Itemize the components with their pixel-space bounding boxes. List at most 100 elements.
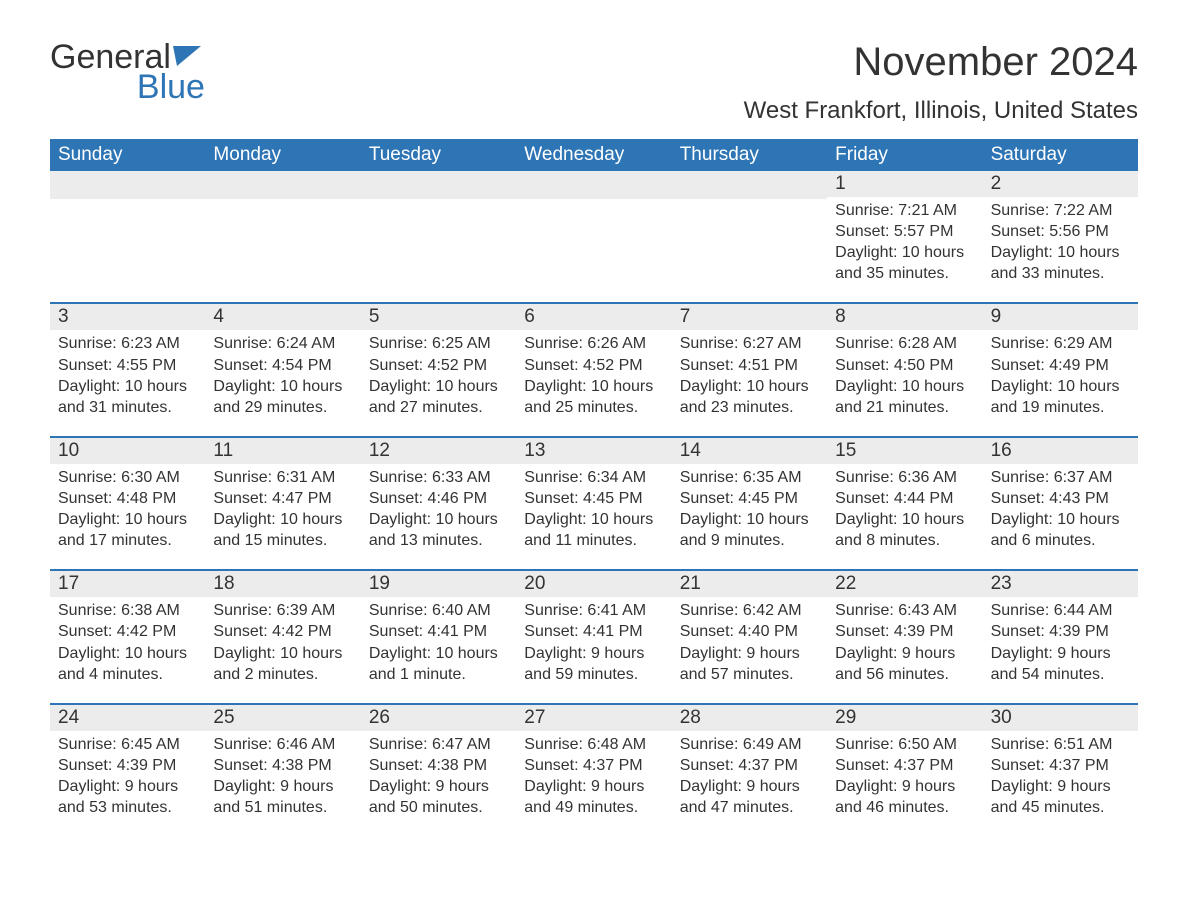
day-details: Sunrise: 6:29 AMSunset: 4:49 PMDaylight:… <box>983 330 1138 423</box>
day-cell: 9Sunrise: 6:29 AMSunset: 4:49 PMDaylight… <box>983 304 1138 423</box>
sunset-text: Sunset: 4:52 PM <box>524 355 663 376</box>
weekday-header-row: Sunday Monday Tuesday Wednesday Thursday… <box>50 139 1138 171</box>
sunrise-text: Sunrise: 6:35 AM <box>680 467 819 488</box>
sunset-text: Sunset: 4:43 PM <box>991 488 1130 509</box>
sunset-text: Sunset: 4:39 PM <box>991 621 1130 642</box>
sunrise-text: Sunrise: 6:36 AM <box>835 467 974 488</box>
sunrise-text: Sunrise: 6:44 AM <box>991 600 1130 621</box>
day-details: Sunrise: 6:26 AMSunset: 4:52 PMDaylight:… <box>516 330 671 423</box>
daylight-text: Daylight: 10 hours and 29 minutes. <box>213 376 352 418</box>
day-cell: 17Sunrise: 6:38 AMSunset: 4:42 PMDayligh… <box>50 571 205 690</box>
day-cell: 22Sunrise: 6:43 AMSunset: 4:39 PMDayligh… <box>827 571 982 690</box>
sunrise-text: Sunrise: 6:42 AM <box>680 600 819 621</box>
sunrise-text: Sunrise: 6:29 AM <box>991 333 1130 354</box>
sunrise-text: Sunrise: 6:38 AM <box>58 600 197 621</box>
day-cell: 23Sunrise: 6:44 AMSunset: 4:39 PMDayligh… <box>983 571 1138 690</box>
daylight-text: Daylight: 9 hours and 57 minutes. <box>680 643 819 685</box>
day-details: Sunrise: 6:50 AMSunset: 4:37 PMDaylight:… <box>827 731 982 824</box>
day-details: Sunrise: 6:46 AMSunset: 4:38 PMDaylight:… <box>205 731 360 824</box>
weekday-header: Monday <box>205 139 360 171</box>
sunrise-text: Sunrise: 6:26 AM <box>524 333 663 354</box>
day-number: 11 <box>205 438 360 464</box>
day-number: 13 <box>516 438 671 464</box>
week-row: 24Sunrise: 6:45 AMSunset: 4:39 PMDayligh… <box>50 703 1138 824</box>
day-cell: 6Sunrise: 6:26 AMSunset: 4:52 PMDaylight… <box>516 304 671 423</box>
sunset-text: Sunset: 4:37 PM <box>680 755 819 776</box>
sunrise-text: Sunrise: 6:48 AM <box>524 734 663 755</box>
daylight-text: Daylight: 10 hours and 15 minutes. <box>213 509 352 551</box>
sunset-text: Sunset: 4:44 PM <box>835 488 974 509</box>
day-cell: 5Sunrise: 6:25 AMSunset: 4:52 PMDaylight… <box>361 304 516 423</box>
day-details: Sunrise: 7:22 AMSunset: 5:56 PMDaylight:… <box>983 197 1138 290</box>
week-row: 1Sunrise: 7:21 AMSunset: 5:57 PMDaylight… <box>50 171 1138 290</box>
sunset-text: Sunset: 4:55 PM <box>58 355 197 376</box>
sunset-text: Sunset: 4:37 PM <box>991 755 1130 776</box>
day-cell: 12Sunrise: 6:33 AMSunset: 4:46 PMDayligh… <box>361 438 516 557</box>
day-cell <box>50 171 205 290</box>
sunset-text: Sunset: 5:56 PM <box>991 221 1130 242</box>
day-cell: 1Sunrise: 7:21 AMSunset: 5:57 PMDaylight… <box>827 171 982 290</box>
sunrise-text: Sunrise: 6:23 AM <box>58 333 197 354</box>
day-cell: 15 Sunrise: 6:36 AMSunset: 4:44 PMDayligh… <box>827 438 982 557</box>
day-number: 14 <box>672 438 827 464</box>
daylight-text: Daylight: 9 hours and 59 minutes. <box>524 643 663 685</box>
daylight-text: Daylight: 10 hours and 2 minutes. <box>213 643 352 685</box>
day-cell: 16Sunrise: 6:37 AMSunset: 4:43 PMDayligh… <box>983 438 1138 557</box>
day-details: Sunrise: 6:41 AMSunset: 4:41 PMDaylight:… <box>516 597 671 690</box>
day-cell: 14Sunrise: 6:35 AMSunset: 4:45 PMDayligh… <box>672 438 827 557</box>
sunset-text: Sunset: 4:42 PM <box>58 621 197 642</box>
daylight-text: Daylight: 9 hours and 47 minutes. <box>680 776 819 818</box>
sunset-text: Sunset: 4:48 PM <box>58 488 197 509</box>
sunrise-text: Sunrise: 6:45 AM <box>58 734 197 755</box>
sunrise-text: Sunrise: 6:25 AM <box>369 333 508 354</box>
day-number: 12 <box>361 438 516 464</box>
weekday-header: Friday <box>827 139 982 171</box>
day-number <box>672 171 827 199</box>
sunrise-text: Sunrise: 6:41 AM <box>524 600 663 621</box>
day-details: Sunrise: 6:35 AMSunset: 4:45 PMDaylight:… <box>672 464 827 557</box>
day-cell: 26Sunrise: 6:47 AMSunset: 4:38 PMDayligh… <box>361 705 516 824</box>
day-cell: 21Sunrise: 6:42 AMSunset: 4:40 PMDayligh… <box>672 571 827 690</box>
day-details: Sunrise: 6:24 AMSunset: 4:54 PMDaylight:… <box>205 330 360 423</box>
day-cell: 24Sunrise: 6:45 AMSunset: 4:39 PMDayligh… <box>50 705 205 824</box>
day-details: Sunrise: 6:38 AMSunset: 4:42 PMDaylight:… <box>50 597 205 690</box>
sunrise-text: Sunrise: 6:34 AM <box>524 467 663 488</box>
day-cell: 28Sunrise: 6:49 AMSunset: 4:37 PMDayligh… <box>672 705 827 824</box>
day-number: 16 <box>983 438 1138 464</box>
day-number <box>205 171 360 199</box>
day-details: Sunrise: 6:30 AMSunset: 4:48 PMDaylight:… <box>50 464 205 557</box>
sunrise-text: Sunrise: 6:43 AM <box>835 600 974 621</box>
sunrise-text: Sunrise: 6:33 AM <box>369 467 508 488</box>
daylight-text: Daylight: 9 hours and 49 minutes. <box>524 776 663 818</box>
day-details: Sunrise: 6:51 AMSunset: 4:37 PMDaylight:… <box>983 731 1138 824</box>
sunrise-text: Sunrise: 6:30 AM <box>58 467 197 488</box>
title-block: November 2024 West Frankfort, Illinois, … <box>744 40 1138 125</box>
sunrise-text: Sunrise: 6:49 AM <box>680 734 819 755</box>
sunset-text: Sunset: 4:47 PM <box>213 488 352 509</box>
day-number: 1 <box>827 171 982 197</box>
daylight-text: Daylight: 10 hours and 13 minutes. <box>369 509 508 551</box>
day-number: 27 <box>516 705 671 731</box>
daylight-text: Daylight: 9 hours and 56 minutes. <box>835 643 974 685</box>
sunrise-text: Sunrise: 6:46 AM <box>213 734 352 755</box>
day-details: Sunrise: 6:34 AMSunset: 4:45 PMDaylight:… <box>516 464 671 557</box>
daylight-text: Daylight: 10 hours and 6 minutes. <box>991 509 1130 551</box>
day-details: Sunrise: 6:42 AMSunset: 4:40 PMDaylight:… <box>672 597 827 690</box>
day-number: 15 <box>827 438 982 464</box>
day-number: 22 <box>827 571 982 597</box>
sunrise-text: Sunrise: 7:22 AM <box>991 200 1130 221</box>
day-number: 26 <box>361 705 516 731</box>
day-number: 10 <box>50 438 205 464</box>
daylight-text: Daylight: 9 hours and 51 minutes. <box>213 776 352 818</box>
daylight-text: Daylight: 10 hours and 21 minutes. <box>835 376 974 418</box>
day-number <box>361 171 516 199</box>
day-number: 24 <box>50 705 205 731</box>
sunset-text: Sunset: 4:52 PM <box>369 355 508 376</box>
week-row: 17Sunrise: 6:38 AMSunset: 4:42 PMDayligh… <box>50 569 1138 690</box>
day-number: 29 <box>827 705 982 731</box>
sunset-text: Sunset: 4:37 PM <box>524 755 663 776</box>
day-details: Sunrise: 6:27 AMSunset: 4:51 PMDaylight:… <box>672 330 827 423</box>
day-details: Sunrise: 7:21 AMSunset: 5:57 PMDaylight:… <box>827 197 982 290</box>
day-cell: 27 Sunrise: 6:48 AMSunset: 4:37 PMDayligh… <box>516 705 671 824</box>
daylight-text: Daylight: 10 hours and 8 minutes. <box>835 509 974 551</box>
